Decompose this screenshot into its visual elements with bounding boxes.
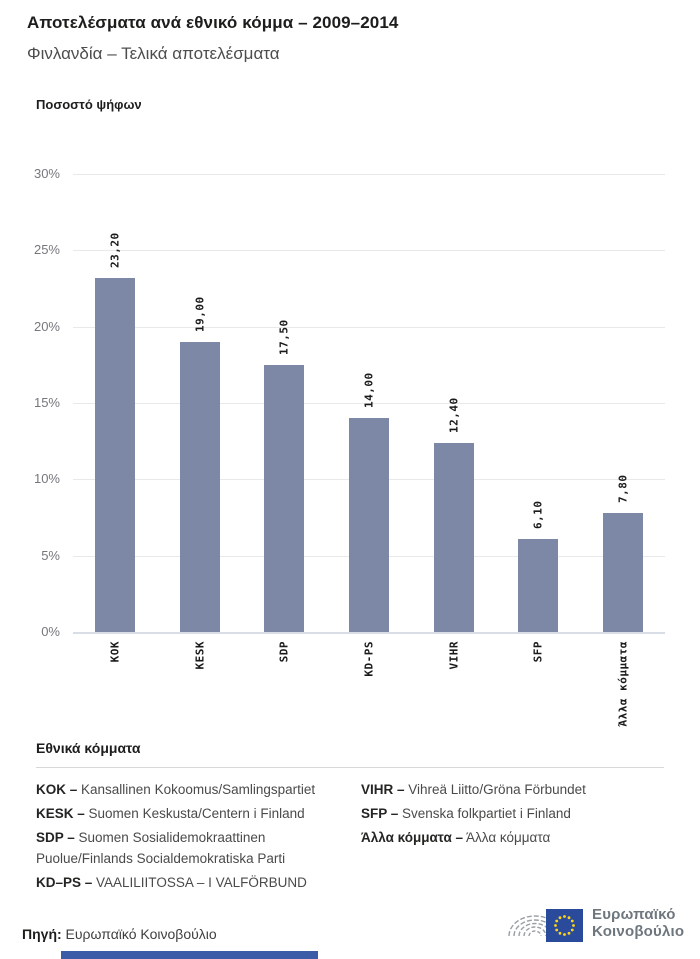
x-tick-label: KD-PS [363, 641, 376, 682]
legend-item-2: KESK – Suomen Keskusta/Centern i Finland [36, 801, 361, 825]
european-parliament-logo: Ευρωπαϊκό Κοινοβούλιο [505, 896, 684, 950]
legend-section: Εθνικά κόμματα KOK – Kansallinen Kokoomu… [36, 740, 664, 894]
x-tick-label: KOK [109, 641, 122, 667]
bar-value-label: 17,50 [278, 319, 291, 360]
y-tick-label: 25% [33, 242, 60, 258]
x-tick-text: SDP [277, 641, 291, 663]
y-axis-title: Ποσοστό ψήφων [36, 97, 142, 112]
legend-columns: KOK – Kansallinen Kokoomus/Samlingsparti… [36, 777, 664, 894]
bar-value-label: 23,20 [109, 232, 122, 273]
x-tick-text: KOK [108, 641, 122, 663]
page-title: Αποτελέσματα ανά εθνικό κόμμα – 2009–201… [27, 13, 399, 32]
bar-value-label: 14,00 [363, 373, 376, 414]
bar-SDP [264, 364, 305, 632]
legend-item-7: Άλλα κόμματα – Άλλα κόμματα [361, 825, 664, 849]
gridline [73, 403, 665, 404]
y-tick-label: 15% [33, 395, 60, 410]
legend-item-name: Suomen Sosialidemokraattinen Puolue/Finl… [36, 829, 286, 866]
source-text: Ευρωπαϊκό Κοινοβούλιο [61, 926, 217, 942]
gridline [73, 174, 665, 175]
x-tick-text: Άλλα κόμματα [616, 641, 630, 727]
logo-text: Ευρωπαϊκό Κοινοβούλιο [592, 906, 684, 941]
bar-value-label: 6,10 [532, 500, 545, 534]
source-label: Πηγή: [22, 926, 62, 942]
legend-item-5: VIHR – Vihreä Liitto/Gröna Förbundet [361, 777, 664, 801]
legend-item-code: KD–PS – [36, 874, 93, 890]
bar-value-text: 23,20 [108, 232, 122, 268]
bar-SFP [518, 538, 559, 632]
bar-value-text: 7,80 [616, 474, 630, 503]
y-tick-label: 20% [33, 318, 60, 334]
x-tick-text: KESK [193, 641, 207, 670]
legend-item-name: Suomen Keskusta/Centern i Finland [84, 805, 305, 821]
legend-divider [36, 767, 664, 768]
y-tick-label: 10% [33, 471, 60, 487]
bottom-partial-bar [61, 951, 318, 959]
legend-column-right: VIHR – Vihreä Liitto/Gröna Förbundet SFP … [361, 777, 664, 894]
gridline [73, 250, 665, 252]
bar-value-text: 6,10 [531, 500, 545, 529]
logo-text-line1: Ευρωπαϊκό [592, 905, 676, 923]
x-tick-text: SFP [531, 641, 545, 663]
x-tick-label: SDP [278, 641, 291, 667]
source-note: Πηγή: Ευρωπαϊκό Κοινοβούλιο [22, 926, 217, 942]
logo-text-line2: Κοινοβούλιο [592, 923, 685, 940]
legend-item-4: KD–PS – VAALILIITOSSA – I VALFÖRBUND [36, 870, 361, 894]
y-tick-label: 30% [33, 166, 60, 181]
legend-item-name: Vihreä Liitto/Gröna Förbundet [404, 781, 586, 797]
bar-value-label: 19,00 [193, 296, 206, 337]
legend-item-code: KESK – [36, 805, 85, 821]
legend-item-name: Kansallinen Kokoomus/Samlingspartiet [77, 781, 316, 797]
legend-item-name: Άλλα κόμματα [463, 829, 551, 845]
gridline [73, 326, 665, 328]
legend-item-code: SDP – [36, 829, 75, 845]
legend-item-3: SDP – Suomen Sosialidemokraattinen Puolu… [36, 825, 361, 870]
x-tick-label: KESK [193, 641, 206, 675]
x-tick-label: SFP [532, 641, 545, 667]
bar-KD-PS [349, 418, 389, 632]
bar-value-label: 12,40 [447, 397, 460, 438]
bar-KESK [179, 341, 220, 632]
legend-item-code: SFP – [361, 805, 399, 821]
x-tick-label: VIHR [447, 641, 460, 675]
legend-item-6: SFP – Svenska folkpartiet i Finland [361, 801, 664, 825]
x-tick-label: Άλλα κόμματα [616, 641, 629, 731]
legend-item-name: Svenska folkpartiet i Finland [398, 805, 571, 821]
x-tick-text: VIHR [447, 641, 461, 670]
legend-item-code: VIHR – [361, 781, 405, 797]
legend-item-1: KOK – Kansallinen Kokoomus/Samlingsparti… [36, 777, 361, 801]
x-axis-line [73, 631, 665, 634]
bar-KOK [95, 277, 136, 632]
bar-chart: 0% 5% 10% 15% 20% 25% 30% 23,20 KOK 19,00 KESK 17,5… [33, 166, 665, 731]
bar-value-text: 19,00 [193, 296, 207, 332]
bar-value-label: 7,80 [616, 474, 629, 508]
legend-item-code: Άλλα κόμματα – [361, 829, 464, 845]
legend-heading: Εθνικά κόμματα [36, 740, 141, 756]
bar-Άλλα κόμματα [602, 512, 643, 632]
bar-value-text: 14,00 [362, 372, 376, 409]
y-tick-label: 5% [41, 547, 60, 563]
legend-column-left: KOK – Kansallinen Kokoomus/Samlingsparti… [36, 777, 361, 894]
bar-value-text: 17,50 [277, 319, 291, 355]
page-subtitle: Φινλανδία – Τελικά αποτελέσματα [27, 44, 280, 63]
legend-item-name: VAALILIITOSSA – I VALFÖRBUND [92, 874, 307, 890]
bar-VIHR [433, 442, 474, 632]
legend-item-code: KOK – [36, 781, 78, 797]
ep-hemicycle-icon [508, 909, 583, 942]
x-tick-text: KD-PS [362, 641, 376, 677]
bar-value-text: 12,40 [447, 397, 461, 433]
y-tick-label: 0% [41, 624, 60, 639]
